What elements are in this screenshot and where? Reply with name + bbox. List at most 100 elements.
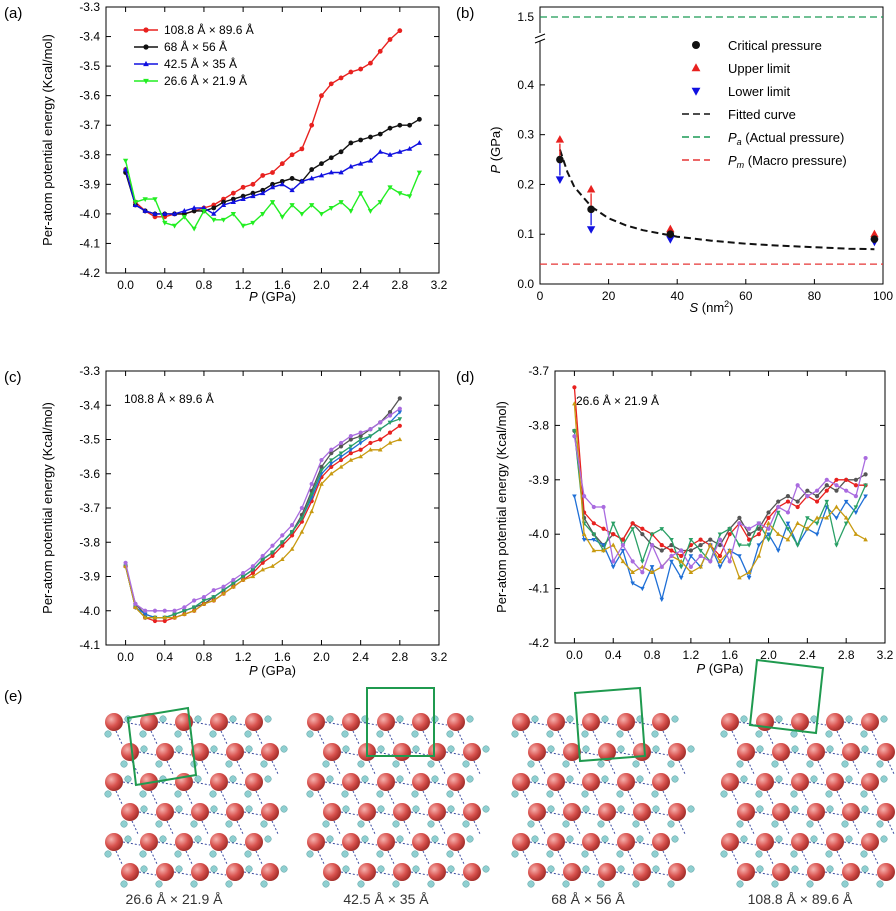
hydrogen-atom [140,745,148,753]
a-x-axis-title: P (GPa) [249,289,296,304]
hydrogen-atom [120,820,128,828]
unit-cell-box [126,706,198,787]
hydrogen-atom [562,760,570,768]
hydrogen-atom [482,805,490,813]
b-x-axis-title: S (nm2) [689,299,733,315]
oxygen-atom [756,773,774,791]
hydrogen-atom [377,865,385,873]
c-data-point [231,581,236,586]
hydrogen-bond [403,760,411,775]
hydrogen-atom [357,820,365,828]
hydrogen-atom [124,775,132,783]
structure-tile-4 [720,658,895,888]
a-legend-swatch-marker [143,60,149,67]
oxygen-atom [737,803,755,821]
a-data-point [328,169,334,175]
oxygen-atom [547,713,565,731]
hydrogen-bond [192,841,211,846]
hydrogen-atom [806,820,814,828]
hydrogen-atom [775,715,783,723]
oxygen-atom [358,803,376,821]
oxygen-atom [861,713,879,731]
d-data-point [776,504,781,510]
c-data-point [319,457,324,463]
hydrogen-atom [396,835,404,843]
hydrogen-atom [447,865,455,873]
hydrogen-bond [592,790,600,805]
hydrogen-bond [545,811,564,816]
c-data-point [397,396,402,401]
c-series-3 [123,410,403,621]
d-x-tick-label: 2.0 [760,648,777,662]
hydrogen-atom [411,730,419,738]
hydrogen-atom [632,760,640,768]
c-data-point [368,447,373,452]
hydrogen-atom [720,730,728,738]
hydrogen-bond [773,721,792,726]
oxygen-atom [772,863,790,881]
b-legend-label: Fitted curve [728,107,796,122]
d-data-point [824,488,829,493]
oxygen-atom [323,803,341,821]
hydrogen-atom [617,865,625,873]
hydrogen-bond [227,781,246,786]
a-data-point [220,217,227,223]
hydrogen-atom [326,835,334,843]
hydrogen-bond [529,721,548,726]
d-series-3 [572,494,868,602]
hydrogen-bond [859,871,878,876]
hydrogen-bond [766,850,774,865]
a-data-point [250,220,256,226]
hydrogen-atom [527,820,535,828]
c-data-point [387,420,393,425]
hydrogen-atom [531,715,539,723]
a-y-tick-label: -3.8 [79,148,100,162]
d-data-point [717,553,723,559]
oxygen-atom [563,743,581,761]
hydrogen-atom [104,850,112,858]
d-data-point [737,543,742,548]
hydrogen-bond [457,850,465,865]
hydrogen-bond [317,850,325,865]
chart-d: 0.0 0.4 0.8 1.2 1.6 2.0 2.4 2.8 3.2 -4.2 -4.1 -4.0 -… [494,364,894,676]
a-data-point [230,196,236,202]
hydrogen-bond [227,841,246,846]
oxygen-atom [826,833,844,851]
hydrogen-bond [220,850,228,865]
oxygen-atom [121,743,139,761]
d-data-point [630,521,635,526]
panel-e-structures [104,658,895,888]
oxygen-atom [877,743,895,761]
d-data-point [659,564,664,569]
a-data-point [407,122,413,128]
hydrogen-bond [173,871,192,876]
hydrogen-bond [157,841,176,846]
c-data-point [397,436,403,442]
a-data-point [299,146,305,152]
hydrogen-bond [166,760,174,775]
c-data-point [182,611,187,616]
a-data-point [152,211,158,216]
d-data-point [688,537,694,543]
a-data-point [358,191,364,197]
hydrogen-bond [185,850,193,865]
d-data-point [649,542,655,548]
hydrogen-atom [771,880,779,888]
a-data-point [338,149,344,155]
hydrogen-atom [581,850,589,858]
hydrogen-atom [155,880,163,888]
hydrogen-atom [244,850,252,858]
a-data-point [269,200,276,205]
hydrogen-atom [462,820,470,828]
hydrogen-bond [352,730,360,745]
hydrogen-atom [139,790,147,798]
a-data-point [152,197,158,202]
hydrogen-atom [427,760,435,768]
a-data-point [416,140,423,145]
hydrogen-bond [662,850,670,865]
structure-caption-3: 68 Å × 56 Å [551,891,625,907]
hydrogen-atom [825,730,833,738]
d-x-tick-label: 0.4 [605,648,622,662]
oxygen-atom [826,713,844,731]
hydrogen-bond [157,721,176,726]
